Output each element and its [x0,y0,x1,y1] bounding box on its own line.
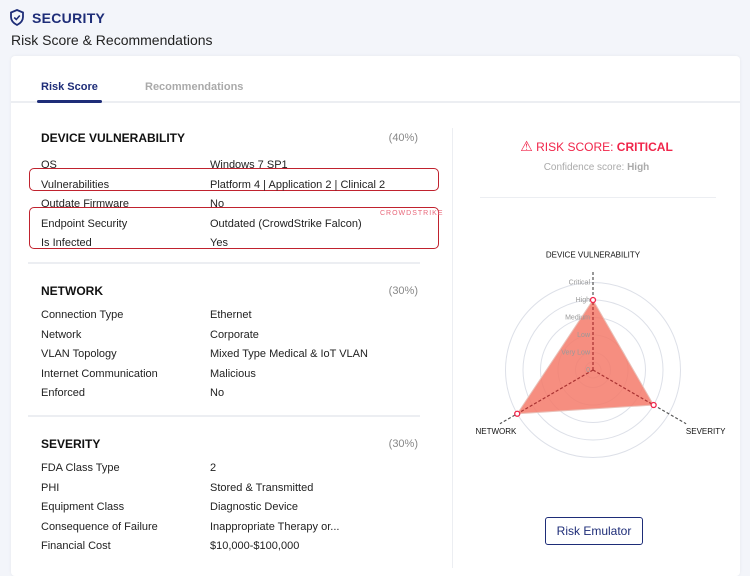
row-value: Outdated (CrowdStrike Falcon) [210,217,362,230]
page-title: SECURITY [32,10,106,26]
row-label: Equipment Class [41,501,125,514]
section-title: DEVICE VULNERABILITY [41,131,186,145]
row-label: Is Infected [41,237,92,250]
info-row: Endpoint Security Outdated (CrowdStrike F… [41,218,421,233]
section-divider [28,415,420,417]
risk-score-value: CRITICAL [616,140,673,154]
highlight-endpoint [29,207,439,249]
row-label: Enforced [41,387,86,400]
info-row: Consequence of Failure Inappropriate Ther… [41,521,421,536]
section-weight: (30%) [388,438,418,450]
crowdstrike-logo: CROWDSTRIKE [380,210,444,217]
row-label: VLAN Topology [41,348,117,361]
section-weight: (40%) [388,132,418,144]
row-value: Diagnostic Device [210,501,299,514]
section-title: NETWORK [41,284,103,298]
highlight-vulnerabilities [29,168,439,191]
row-value: Mixed Type Medical & IoT VLAN [210,348,368,361]
info-row: Equipment Class Diagnostic Device [41,501,421,516]
tab-risk-score[interactable]: Risk Score [37,81,102,103]
radar-axis-inner [592,369,654,406]
risk-score: ⚠ RISK SCORE: CRITICAL [453,138,740,155]
divider [480,197,716,198]
info-row: VLAN Topology Mixed Type Medical & IoT VL… [41,348,421,363]
row-label: Outdate Firmware [41,198,130,211]
row-value: 2 [210,462,217,474]
row-label: Internet Communication [41,367,158,380]
row-value: Ethernet [210,309,252,321]
info-row: OS Windows 7 SP1 [41,159,421,174]
row-label: Financial Cost [41,540,111,553]
row-value: Platform 4 | Application 2 | Clinical 2 [210,178,386,191]
info-row: Is Infected Yes [41,237,421,252]
row-value: No [210,198,225,211]
row-value: No [210,387,225,400]
radar-level-label: Critical [569,280,591,287]
confidence-label: Confidence score: [543,162,628,173]
risk-emulator-button[interactable]: Risk Emulator [545,517,643,545]
info-row: Connection Type Ethernet [41,309,421,324]
info-row: Financial Cost $10,000-$100,000 [41,540,421,555]
row-label: PHI [41,481,60,494]
row-value: Inappropriate Therapy or... [210,520,340,533]
radar-chart: 0 Very Low Low Medium High Critical DEVICE VUL… [476,251,726,458]
row-label: Network [41,328,82,341]
radar-level-label: Low [577,332,591,339]
radar-axis-label: SEVERITY [686,427,726,436]
row-label: Consequence of Failure [41,520,158,533]
row-value: Stored & Transmitted [210,481,314,494]
shield-check-icon [10,9,24,26]
radar-point [589,296,597,304]
row-label: Vulnerabilities [41,178,110,191]
page-subtitle: Risk Score & Recommendations [11,32,213,48]
column-divider [452,128,453,568]
radar-axis-label: NETWORK [476,427,518,436]
info-row: Outdate Firmware No [41,198,421,213]
radar-level-label: 0 [586,367,590,374]
radar-point [514,410,521,417]
confidence-value: High [627,162,650,173]
radar-level-label: Medium [565,315,590,322]
info-row: PHI Stored & Transmitted [41,482,421,497]
info-row: Internet Communication Malicious [41,368,421,383]
row-value: $10,000-$100,000 [210,540,300,553]
row-label: OS [41,159,57,171]
section-weight: (30%) [388,285,418,297]
tab-bar: Risk Score Recommendations [11,56,740,103]
info-row: Vulnerabilities Platform 4 | Application … [41,179,421,194]
row-label: Endpoint Security [41,217,128,230]
risk-score-label: RISK SCORE: [536,140,617,154]
section-title: SEVERITY [41,437,101,451]
row-value: Corporate [210,328,259,341]
confidence-score: Confidence score: High [453,162,740,173]
risk-card: Risk Score Recommendations CROWDSTRIKE D… [11,56,740,576]
row-value: Malicious [210,367,256,380]
info-row: FDA Class Type 2 [41,462,421,477]
radar-point [650,401,657,409]
radar-axis-label: DEVICE VULNERABILITY [546,251,641,260]
row-value: Yes [210,237,228,250]
row-value: Windows 7 SP1 [210,159,288,171]
info-row: Network Corporate [41,329,421,344]
info-row: Enforced No [41,387,421,402]
warning-icon: ⚠ [520,138,533,154]
radar-level-label: High [576,297,591,304]
row-label: FDA Class Type [41,462,120,474]
row-label: Connection Type [41,309,124,321]
section-divider [28,262,420,264]
radar-level-label: Very Low [561,350,591,357]
radar-axis-inner [516,369,594,415]
tab-recommendations[interactable]: Recommendations [145,81,244,93]
